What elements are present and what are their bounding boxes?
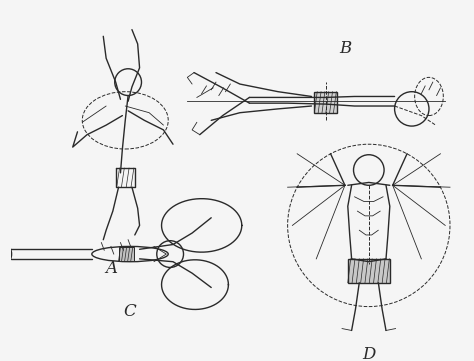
Text: A: A <box>105 260 117 277</box>
Text: C: C <box>124 303 137 320</box>
Bar <box>314 92 337 113</box>
Bar <box>348 259 390 283</box>
Text: B: B <box>339 40 351 57</box>
Text: D: D <box>362 346 375 361</box>
Bar <box>118 247 134 261</box>
